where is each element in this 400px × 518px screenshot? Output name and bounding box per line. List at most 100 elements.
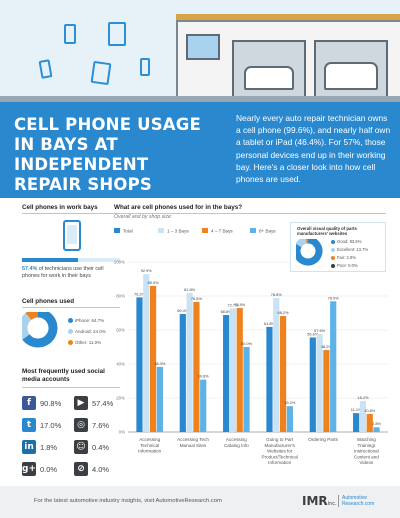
legend-swatch [331, 255, 335, 260]
data-label: 48.2% [321, 344, 333, 349]
data-label: 79.2% [134, 291, 146, 296]
social-percent: 0.0% [40, 465, 58, 474]
bar [353, 413, 360, 432]
phone-icon [38, 59, 53, 79]
data-label: 76.9% [328, 295, 340, 300]
chart-subtitle: Overall and by shop size: [114, 214, 173, 220]
legend-label: Android: 24.0% [75, 329, 106, 334]
phones-used-heading: Cell phones used [22, 298, 75, 305]
data-label: 76.5% [191, 296, 203, 301]
donut-slice [22, 313, 32, 340]
legend-other: Other: 11.0% [68, 340, 101, 345]
data-label: 15.2% [284, 400, 296, 405]
footer-text: For the latest automotive industry insig… [34, 498, 222, 504]
website-quality-donut [296, 239, 323, 266]
facebook-icon: f [22, 396, 36, 410]
legend-label: Total [123, 229, 133, 234]
automotive-research-logo: Automotive Research.com [338, 495, 388, 507]
data-label: 68.8% [221, 309, 233, 314]
car-icon [244, 66, 294, 90]
page-title: CELL PHONE USAGE IN BAYS AT INDEPENDENT … [14, 115, 201, 194]
legend-label: 8+ Bays [259, 229, 276, 234]
legend-label: Good: 83.5% [337, 239, 362, 244]
inset-legend-fair: Fair: 2.8% [331, 255, 356, 260]
legend-label: Other: 11.0% [75, 340, 102, 345]
work-bays-progress-fill [22, 258, 79, 262]
x-tick-label: Watching Training/Instructional Content an… [354, 437, 379, 465]
social-percent: 1.8% [40, 443, 58, 452]
bar [359, 401, 367, 432]
data-label: 85.9% [148, 280, 160, 285]
bar [330, 301, 337, 432]
youtube-icon: ▶ [74, 396, 88, 410]
inset-title: Overall visual quality of parts manufact… [297, 226, 357, 237]
bar [273, 298, 280, 432]
linkedin-icon: in [22, 440, 36, 454]
data-label: 78.8% [271, 292, 283, 297]
donut-slice [296, 239, 308, 248]
bar [309, 337, 316, 432]
data-label: 38.3% [154, 361, 166, 366]
bar [229, 308, 237, 432]
divider [114, 213, 386, 214]
none-icon: ⊘ [74, 462, 88, 476]
data-label: 55.6% [307, 331, 319, 336]
bar [223, 315, 230, 432]
legend-label: 4 – 7 Bays [211, 229, 233, 234]
legend-label: Poor: 0.0% [337, 263, 358, 268]
work-bays-progress [22, 258, 120, 262]
legend-swatch [250, 228, 256, 233]
bar [373, 427, 380, 432]
title-band: CELL PHONE USAGE IN BAYS AT INDEPENDENT … [0, 102, 400, 198]
divider [22, 387, 120, 388]
bar [136, 297, 143, 432]
data-label: 57.6% [314, 328, 326, 333]
y-tick-label: 40% [116, 362, 125, 367]
bar [279, 316, 287, 432]
legend-swatch [68, 318, 73, 323]
imr-logo: IMRInc. [302, 494, 337, 508]
shop-window [186, 34, 220, 60]
legend-swatch [202, 228, 208, 233]
data-label: 2.8% [372, 421, 381, 426]
donut-slice [22, 312, 58, 348]
y-tick-label: 0% [119, 430, 125, 435]
data-label: 11.1% [351, 407, 362, 412]
x-tick-label: Going to Part Manufacturer's Websites for P… [262, 437, 298, 465]
bar [366, 413, 373, 432]
website-quality-inset: Overall visual quality of parts manufact… [290, 222, 386, 272]
social-percent: 17.0% [40, 421, 62, 430]
y-tick-label: 60% [116, 328, 125, 333]
bar [266, 326, 273, 432]
legend-iphone: iPhone: 64.7% [68, 318, 104, 323]
legend-swatch [158, 228, 164, 233]
imr-logo-text: IMR [302, 494, 328, 508]
y-tick-label: 100% [114, 260, 125, 265]
y-tick-label: 80% [116, 294, 125, 299]
bar [286, 406, 293, 432]
donut-slice [25, 312, 39, 321]
phones-used-donut [22, 312, 58, 348]
work-bays-stat: 57.4% of technicians use their cell phon… [22, 266, 122, 280]
divider [22, 213, 120, 214]
bar [149, 285, 157, 432]
social-heading: Most frequently used social media accoun… [22, 368, 105, 383]
legend-swatch [331, 239, 335, 244]
ground-line [0, 96, 400, 102]
divider [22, 307, 120, 308]
legend-swatch [68, 329, 73, 334]
legend-swatch [331, 263, 335, 268]
data-label: 81.8% [184, 287, 196, 292]
bar-chart: Total 1 – 3 Bays 4 – 7 Bays 8+ Bays 0% 20% 40%… [114, 228, 388, 465]
twitter-icon: t [22, 418, 36, 432]
phone-icon [64, 24, 76, 44]
work-bays-stat-value: 57.4% [22, 266, 38, 272]
google-plus-icon: g+ [22, 462, 36, 476]
legend-label: iPhone: 64.7% [75, 318, 105, 323]
bar [323, 350, 330, 432]
legend-swatch [114, 228, 120, 233]
bar [179, 314, 186, 432]
smartphone-icon [63, 220, 81, 251]
x-tick-label: Accessing Tech Manual Sites [177, 437, 209, 448]
bar [243, 347, 250, 432]
